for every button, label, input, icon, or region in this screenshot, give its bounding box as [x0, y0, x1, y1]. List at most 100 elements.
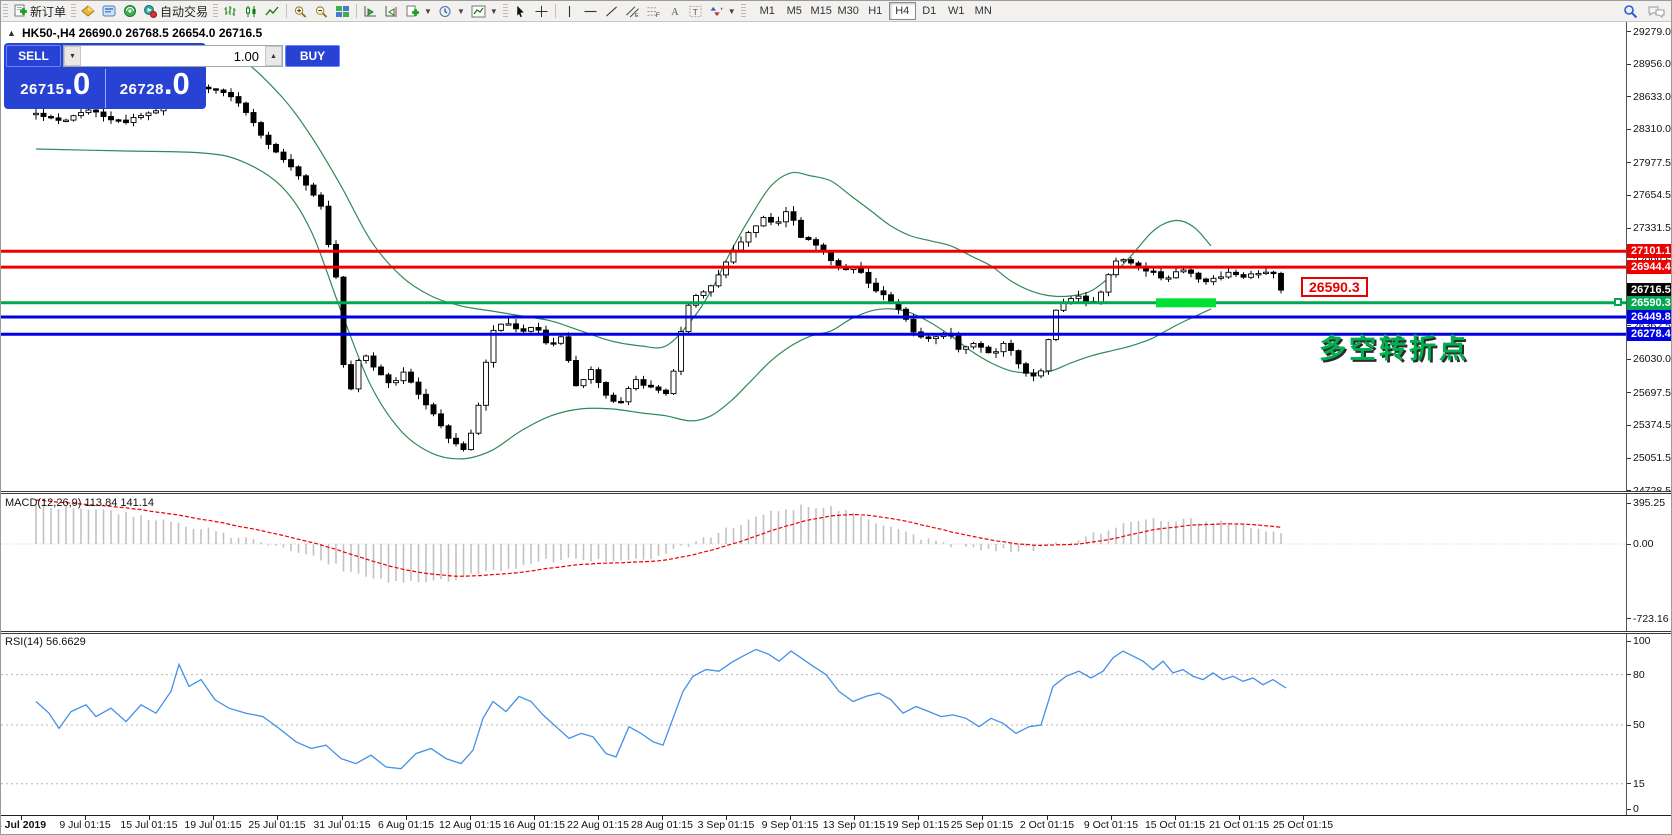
one-click-collapse-arrow[interactable]: ▲	[7, 28, 16, 38]
crosshair-button[interactable]	[531, 2, 552, 21]
level-price-label-26278.4[interactable]: 26278.4	[1627, 327, 1671, 341]
period-dropdown[interactable]: ▼	[435, 2, 468, 21]
time-label: 19 Sep 01:15	[886, 819, 950, 831]
time-label: 16 Aug 01:15	[503, 819, 565, 831]
price-tick-dash	[1627, 325, 1631, 327]
green-line-axis-marker[interactable]	[1614, 298, 1622, 306]
buy-button[interactable]: BUY	[285, 45, 340, 67]
rsi-pane-separator[interactable]	[1, 631, 1671, 634]
sell-price[interactable]: 26715 .0	[6, 68, 106, 108]
zoom-in-button[interactable]	[290, 2, 311, 21]
autotrading-button[interactable]: 自动交易	[140, 2, 211, 21]
time-label: 22 Aug 01:15	[567, 819, 629, 831]
zoom-in-icon	[294, 5, 307, 18]
tile-windows-icon	[336, 5, 350, 17]
chart-shift-icon	[385, 5, 398, 16]
time-tick	[406, 816, 407, 820]
green-highlight-segment[interactable]	[1156, 298, 1216, 308]
level-price-label-27101.1[interactable]: 27101.1	[1627, 244, 1671, 258]
price-axis[interactable]: 29279.0 28956.0 28633.0 28310.0 27977.5 27654…	[1627, 22, 1671, 815]
search-icon[interactable]	[1623, 4, 1638, 19]
rsi-tick-dash	[1627, 724, 1631, 726]
auto-scroll-icon	[364, 5, 377, 16]
main-toolbar: 新订单 自动交易	[1, 1, 1671, 22]
level-price-label-26590.3[interactable]: 26590.3	[1627, 296, 1671, 310]
horizontal-line-tool[interactable]	[580, 2, 601, 21]
zoom-out-button[interactable]	[311, 2, 332, 21]
time-tick	[149, 816, 150, 820]
toolbar-grip[interactable]	[3, 3, 8, 19]
chart-canvas[interactable]: 29279.0 28956.0 28633.0 28310.0 27977.5 27654…	[0, 22, 1671, 834]
bar-chart-button[interactable]	[220, 2, 241, 21]
new-chart-button[interactable]	[78, 2, 99, 21]
candlestick-chart-button[interactable]	[241, 2, 262, 21]
toolbar-grip[interactable]	[740, 3, 746, 19]
chart-svg[interactable]	[1, 22, 1626, 815]
macd-pane-separator[interactable]	[1, 491, 1671, 494]
price-callout-26590[interactable]: 26590.3	[1301, 277, 1368, 297]
volume-increase-button[interactable]: ▲	[265, 46, 282, 66]
level-price-label-26449.8[interactable]: 26449.8	[1627, 310, 1671, 324]
text-tool[interactable]: A	[664, 2, 685, 21]
buy-price[interactable]: 26728 .0	[106, 66, 205, 108]
sell-button[interactable]: SELL	[6, 45, 61, 67]
autotrading-icon	[144, 5, 158, 18]
volume-decrease-button[interactable]: ▼	[64, 46, 81, 66]
data-window-button[interactable]	[120, 2, 140, 21]
template-dropdown[interactable]: ▼	[468, 2, 501, 21]
fibonacci-tool[interactable]: F	[643, 2, 664, 21]
trendline-tool[interactable]	[601, 2, 622, 21]
timeframe-button-w1[interactable]: W1	[947, 5, 965, 17]
chart-shift-button[interactable]	[381, 2, 402, 21]
price-tick: 27977.5	[1633, 156, 1671, 169]
new-order-button[interactable]: 新订单	[10, 2, 69, 21]
time-tick	[85, 816, 86, 820]
channel-tool[interactable]: E	[622, 2, 643, 21]
price-tick: 27654.5	[1633, 189, 1671, 202]
timeframe-button-h4[interactable]: H4	[888, 2, 916, 20]
time-label: 28 Aug 01:15	[631, 819, 693, 831]
timeframe-button-m15[interactable]: M15	[810, 5, 832, 17]
time-tick	[1111, 816, 1112, 820]
price-tick-dash	[1627, 31, 1631, 33]
toolbar-grip[interactable]	[502, 3, 508, 19]
time-tick	[598, 816, 599, 820]
chart-title-ohlc: HK50-,H4 26690.0 26768.5 26654.0 26716.5	[22, 26, 263, 40]
vertical-line-tool[interactable]	[559, 2, 580, 21]
price-tick-dash	[1627, 227, 1631, 229]
toolbar-grip[interactable]	[213, 3, 219, 19]
timeframe-button-m30[interactable]: M30	[837, 5, 859, 17]
line-chart-button[interactable]	[262, 2, 283, 21]
price-tick-dash	[1627, 162, 1631, 164]
level-price-label-26944.4[interactable]: 26944.4	[1627, 260, 1671, 274]
cursor-button[interactable]	[510, 2, 531, 21]
toolbar-grip[interactable]	[71, 3, 77, 19]
chat-icon[interactable]	[1648, 5, 1665, 19]
macd-signal-line	[35, 499, 1282, 577]
profile-icon	[102, 5, 116, 16]
timeframe-button-mn[interactable]: MN	[974, 5, 992, 17]
price-tick: 27331.5	[1633, 222, 1671, 235]
label-tool[interactable]: T	[685, 2, 706, 21]
price-tick: 25374.5	[1633, 419, 1671, 432]
timeframe-button-h1[interactable]: H1	[868, 5, 883, 17]
arrows-dropdown[interactable]: ▼	[706, 2, 739, 21]
timeframe-button-d1[interactable]: D1	[922, 5, 937, 17]
tile-windows-button[interactable]	[332, 2, 353, 21]
macd-histogram	[35, 504, 1282, 583]
new-chart-dropdown[interactable]: ▼	[402, 2, 435, 21]
macd-tick: 0.00	[1633, 538, 1654, 550]
profiles-button[interactable]	[99, 2, 120, 21]
macd-tick: -723.16	[1633, 612, 1669, 625]
rsi-tick: 0	[1633, 803, 1639, 815]
timeframe-button-m1[interactable]: M1	[759, 5, 775, 17]
new-order-icon	[14, 4, 27, 17]
candlestick-icon	[246, 5, 256, 17]
timeframe-button-m5[interactable]: M5	[786, 5, 802, 17]
buy-price-big: .0	[163, 66, 190, 101]
auto-scroll-button[interactable]	[360, 2, 381, 21]
time-label: 3 Jul 2019	[0, 819, 47, 831]
volume-input[interactable]	[81, 46, 265, 66]
time-axis-border	[1, 815, 1671, 816]
time-tick	[1175, 816, 1176, 820]
